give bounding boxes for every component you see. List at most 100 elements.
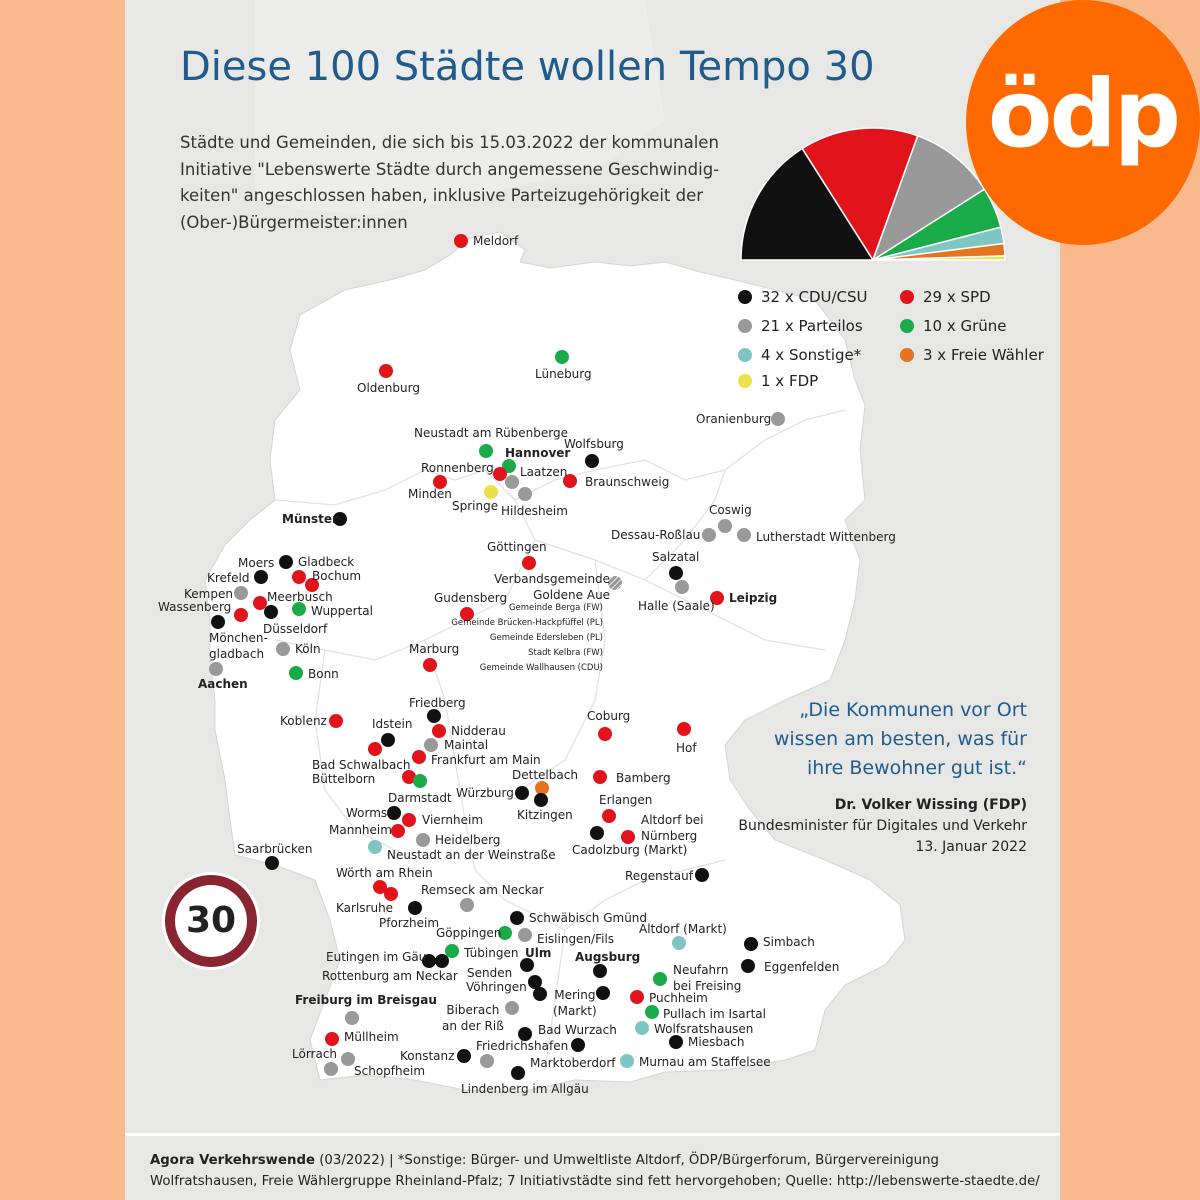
city-markers [209, 234, 785, 1080]
city-marker [381, 733, 395, 747]
city-marker [635, 1021, 649, 1035]
city-marker [518, 1027, 532, 1041]
city-label: Neustadt an der Weinstraße [387, 848, 556, 862]
city-marker [413, 774, 427, 788]
city-marker [325, 1032, 339, 1046]
goldene-aue-member: Gemeinde Brücken-Hackpfüffel (PL) [451, 618, 603, 628]
city-label: Cadolzburg (Markt) [572, 843, 688, 857]
city-label: Halle (Saale) [638, 599, 715, 613]
city-marker [518, 928, 532, 942]
germany-shape [204, 231, 906, 1093]
city-label: Springe [452, 499, 499, 513]
legend-dot [738, 348, 752, 362]
city-marker [424, 738, 438, 752]
city-marker [305, 578, 319, 592]
city-label: Friedberg [409, 696, 466, 710]
city-marker [718, 519, 732, 533]
city-marker [427, 709, 441, 723]
city-label: Marburg [409, 642, 460, 656]
city-marker [590, 826, 604, 840]
city-marker [571, 1038, 585, 1052]
city-marker [710, 591, 724, 605]
city-label: Meerbusch [267, 590, 333, 604]
city-label: Hildesheim [501, 504, 568, 518]
city-marker [408, 901, 422, 915]
city-marker [265, 856, 279, 870]
legend-dot [900, 290, 914, 304]
city-marker [653, 972, 667, 986]
legend-dot [738, 290, 752, 304]
city-label: Wuppertal [311, 604, 373, 618]
city-marker [672, 936, 686, 950]
legend-label: 29 x SPD [923, 288, 991, 306]
city-marker [593, 964, 607, 978]
city-marker [533, 987, 547, 1001]
city-marker [744, 937, 758, 951]
legend-item-freie-waehler: 3 x Freie Wähler [900, 346, 1044, 364]
city-label: Saarbrücken [237, 842, 313, 856]
city-marker [460, 898, 474, 912]
city-label: Wassenberg [158, 600, 232, 614]
city-label: Salzatal [652, 550, 700, 564]
legend-label: 10 x Grüne [923, 317, 1007, 335]
city-marker [621, 830, 635, 844]
city-marker [677, 722, 691, 736]
city-marker [593, 770, 607, 784]
city-label: Puchheim [649, 991, 708, 1005]
city-marker [630, 990, 644, 1004]
city-marker [433, 475, 447, 489]
city-label: Coburg [587, 709, 631, 723]
city-marker [528, 975, 542, 989]
city-label: Simbach [763, 935, 815, 949]
legend-item-fdp: 1 x FDP [738, 372, 818, 390]
city-marker [480, 1054, 494, 1068]
footer-source: Agora Verkehrswende (03/2022) | *Sonstig… [150, 1150, 1050, 1192]
city-label: Remseck am Neckar [421, 883, 544, 897]
city-label: Rottenburg am Neckar [322, 969, 458, 983]
city-label: Kempen [184, 587, 233, 601]
city-marker [645, 1005, 659, 1019]
city-label: Büttelborn [312, 772, 376, 786]
quote: „Die Kommunen vor Ort wissen am besten, … [725, 696, 1027, 783]
city-marker [209, 662, 223, 676]
city-marker [412, 750, 426, 764]
city-marker [279, 555, 293, 569]
city-label: Karlsruhe [336, 901, 394, 915]
city-marker [534, 793, 548, 807]
city-marker [596, 986, 610, 1000]
city-marker [505, 475, 519, 489]
legend-label: 4 x Sonstige* [761, 346, 862, 364]
goldene-aue-member: Gemeinde Edersleben (PL) [489, 633, 603, 643]
city-label: Altdorf (Markt) [639, 922, 727, 936]
city-label: Frankfurt am Main [431, 753, 541, 767]
city-marker [518, 487, 532, 501]
legend-label: 1 x FDP [761, 372, 819, 390]
city-marker [289, 666, 303, 680]
city-label: Krefeld [207, 571, 250, 585]
city-label: Schopfheim [354, 1064, 426, 1078]
city-label: Pforzheim [379, 916, 440, 930]
city-marker [620, 1054, 634, 1068]
party-distribution-chart [740, 127, 1006, 262]
city-label: Regenstauf [625, 869, 693, 883]
city-marker [292, 570, 306, 584]
city-marker [522, 556, 536, 570]
city-marker [329, 714, 343, 728]
city-marker [445, 944, 459, 958]
quote-role: Bundesminister für Digitales und Verkehr [738, 818, 1027, 834]
city-label: Heidelberg [435, 833, 501, 847]
city-marker [368, 742, 382, 756]
city-label: Göppingen [436, 926, 502, 940]
city-marker [669, 1035, 683, 1049]
quote-author: Dr. Volker Wissing (FDP) [834, 797, 1027, 813]
sign-number: 30 [175, 885, 247, 957]
city-label: Erlangen [599, 793, 653, 807]
city-marker [675, 580, 689, 594]
city-label: Vöhringen [466, 980, 527, 994]
city-marker [324, 1062, 338, 1076]
city-marker [368, 840, 382, 854]
city-marker [254, 570, 268, 584]
oedp-logo: ödp [966, 0, 1200, 245]
legend-item-gruene: 10 x Grüne [900, 317, 1007, 335]
city-marker [435, 954, 449, 968]
